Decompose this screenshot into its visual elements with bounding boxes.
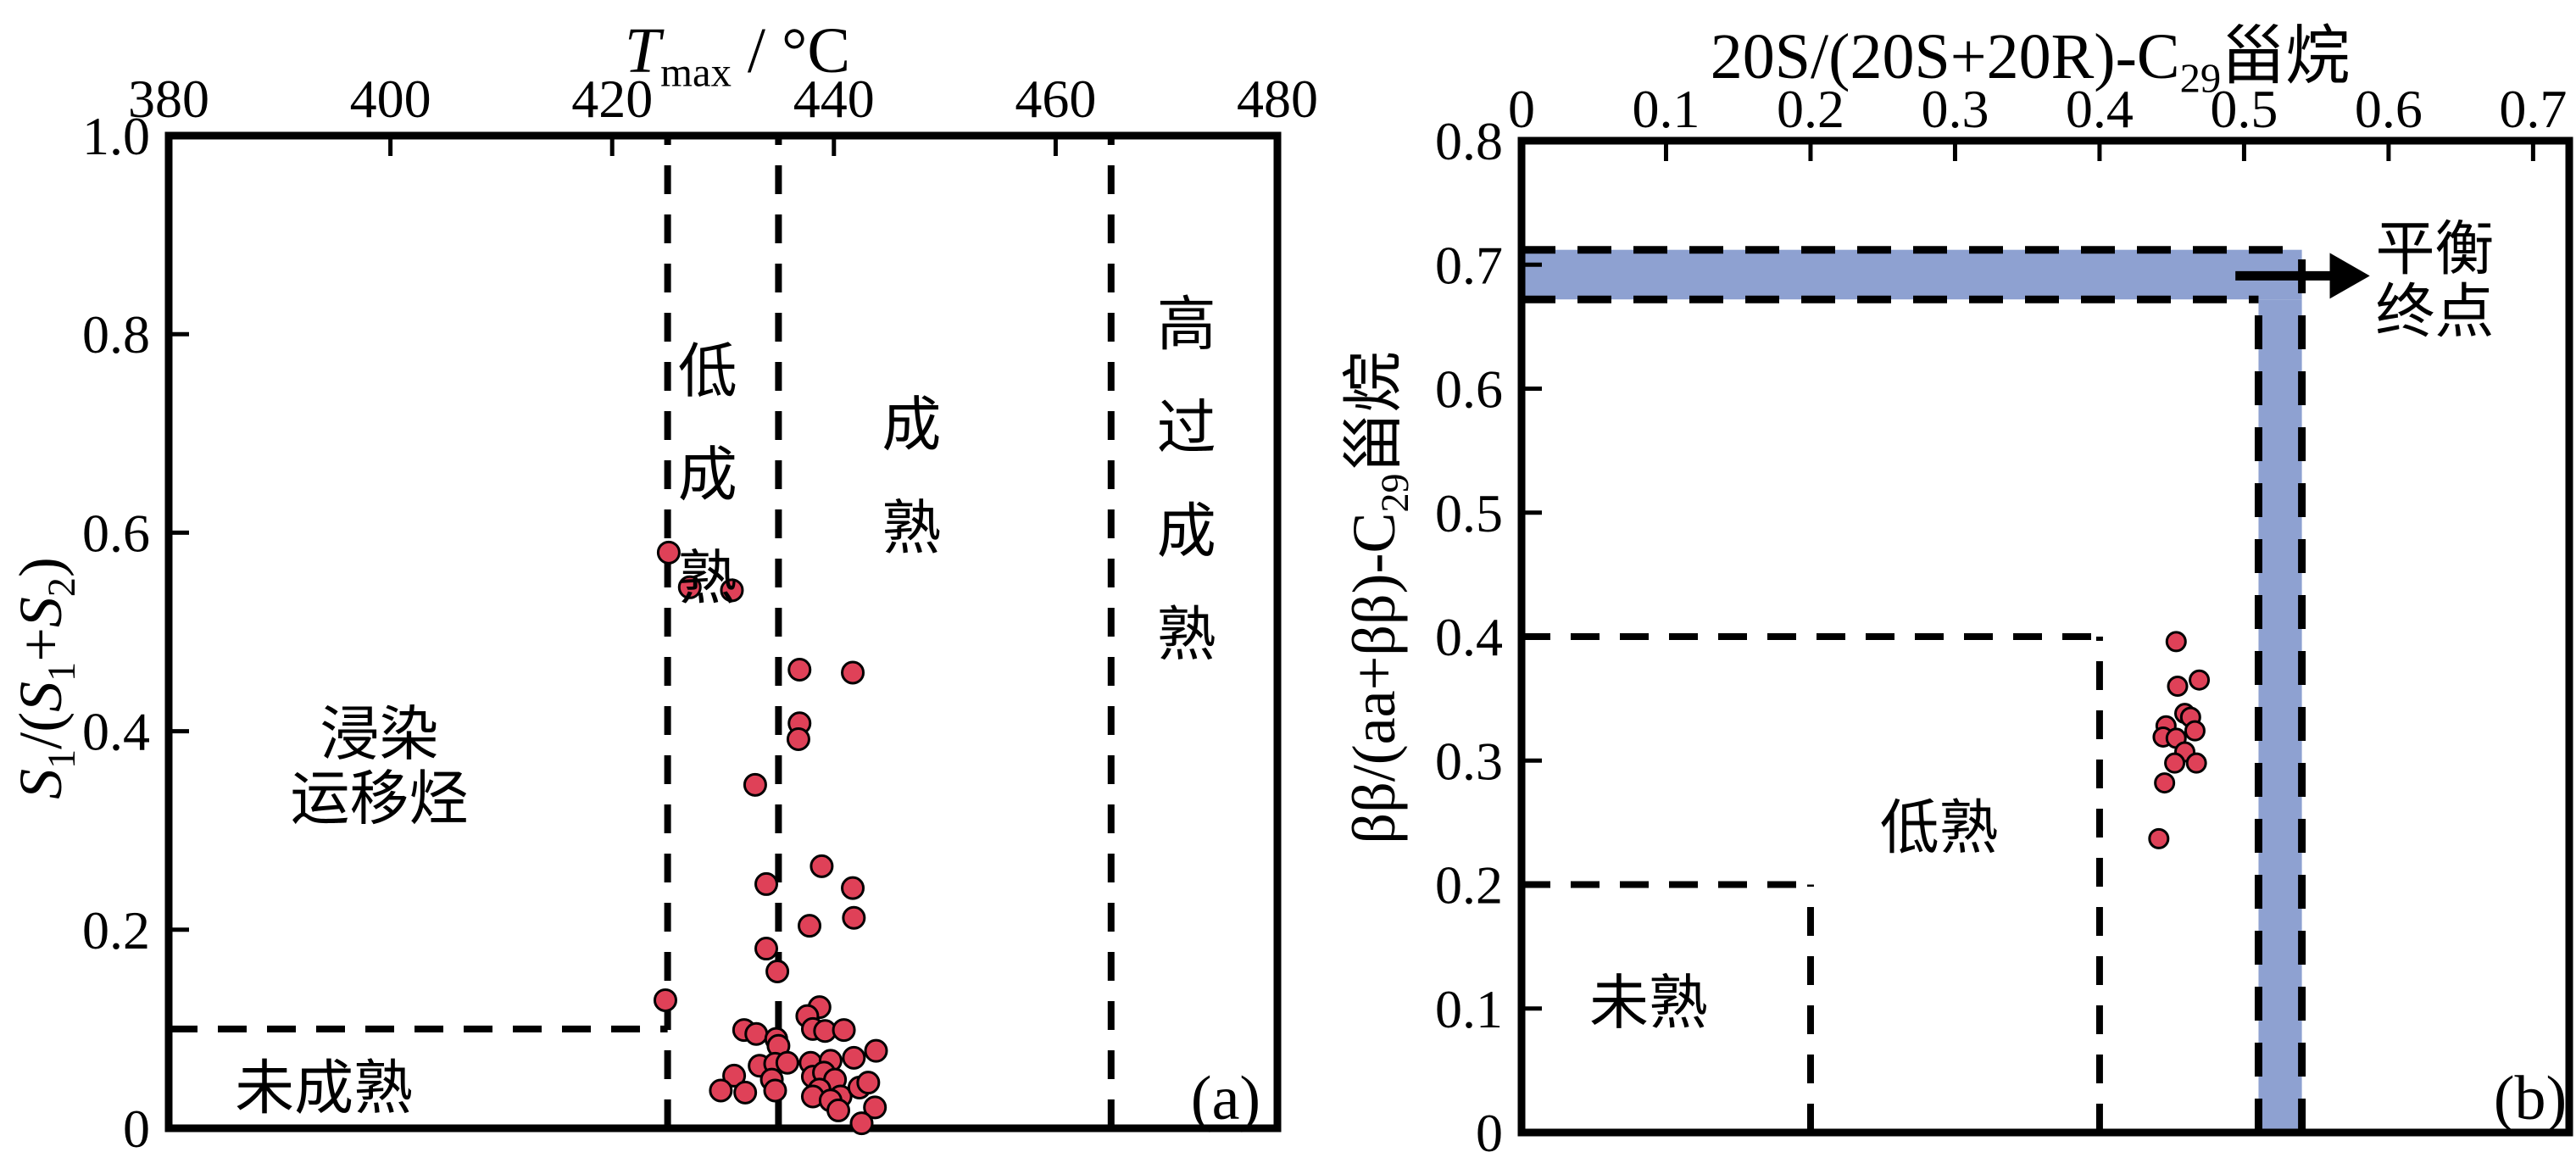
data-point bbox=[763, 1078, 787, 1103]
data-point bbox=[2184, 720, 2206, 742]
zone-label: 未成熟 bbox=[235, 1056, 413, 1121]
data-point bbox=[787, 657, 812, 682]
x-tick-label: 0.5 bbox=[2210, 79, 2278, 139]
data-point bbox=[849, 1111, 874, 1136]
y-tick-label: 0.4 bbox=[1435, 607, 1503, 667]
data-point bbox=[841, 660, 865, 685]
data-point bbox=[832, 1018, 856, 1043]
zone-label: 成 bbox=[678, 443, 737, 509]
x-tick-label: 480 bbox=[1237, 69, 1318, 129]
data-point bbox=[754, 871, 779, 896]
data-point bbox=[743, 772, 767, 797]
data-point bbox=[842, 1045, 866, 1070]
x-tick-label: 0.3 bbox=[1921, 79, 1989, 139]
zone-label: 平衡 bbox=[2375, 217, 2494, 282]
zone-label: 熟 bbox=[678, 547, 737, 612]
data-point bbox=[2148, 827, 2170, 849]
y-tick-label: 0.2 bbox=[82, 900, 150, 960]
panel-label: (a) bbox=[1191, 1064, 1260, 1133]
x-tick-label: 0.7 bbox=[2499, 79, 2567, 139]
x-tick-label: 380 bbox=[128, 69, 209, 129]
data-point bbox=[2164, 752, 2186, 774]
y-tick-label: 1.0 bbox=[82, 106, 150, 166]
data-point bbox=[786, 726, 810, 751]
equilibrium-arrow-head bbox=[2329, 253, 2370, 299]
x-tick-label: 460 bbox=[1015, 69, 1096, 129]
data-point bbox=[2165, 631, 2187, 653]
data-point bbox=[2185, 752, 2207, 774]
y-tick-label: 0.6 bbox=[1435, 359, 1503, 420]
equilibrium-band bbox=[1522, 249, 2302, 300]
data-point bbox=[841, 876, 865, 900]
equilibrium-band bbox=[2258, 299, 2302, 1133]
panel-label: (b) bbox=[2494, 1064, 2567, 1133]
zone-label: 终点 bbox=[2375, 280, 2494, 345]
x-tick-label: 0.4 bbox=[2066, 79, 2134, 139]
y-tick-label: 0.2 bbox=[1435, 855, 1503, 915]
y-axis-title: ββ/(aa+ββ)-C29甾烷 bbox=[1340, 351, 1416, 843]
plot-frame bbox=[164, 131, 1282, 1133]
data-point bbox=[677, 575, 702, 599]
zone-label: 低 bbox=[678, 340, 737, 405]
y-tick-label: 0.8 bbox=[1435, 111, 1503, 171]
data-point bbox=[653, 988, 677, 1012]
data-point bbox=[856, 1071, 881, 1095]
x-tick-label: 440 bbox=[793, 69, 875, 129]
y-tick-label: 0.6 bbox=[82, 503, 150, 563]
data-point bbox=[798, 914, 822, 938]
zone-label: 过 bbox=[1157, 397, 1216, 462]
zone-label: 熟 bbox=[1157, 604, 1216, 669]
y-tick-label: 0.5 bbox=[1435, 483, 1503, 543]
zone-label: 成 bbox=[1157, 500, 1216, 565]
data-point bbox=[2189, 669, 2211, 691]
y-tick-label: 0.1 bbox=[1435, 979, 1503, 1039]
data-point bbox=[2167, 676, 2189, 697]
data-point bbox=[733, 1080, 758, 1105]
zone-label: 浸染 bbox=[320, 703, 439, 768]
x-tick-label: 0.6 bbox=[2355, 79, 2423, 139]
data-point bbox=[864, 1038, 888, 1063]
y-tick-label: 0 bbox=[1476, 1103, 1503, 1152]
data-point bbox=[720, 578, 744, 603]
y-tick-label: 0.3 bbox=[1435, 731, 1503, 791]
zone-label: 运移烃 bbox=[291, 767, 469, 832]
data-point bbox=[744, 1021, 769, 1046]
data-point bbox=[863, 1095, 887, 1120]
zone-label: 成 bbox=[882, 393, 941, 459]
zone-label: 低熟 bbox=[1880, 797, 1999, 862]
zone-label: 高 bbox=[1157, 293, 1216, 359]
data-point bbox=[754, 937, 779, 961]
data-point bbox=[775, 1050, 799, 1075]
y-axis-title: S1/(S1+S2) bbox=[7, 557, 83, 799]
x-tick-label: 0 bbox=[1508, 79, 1535, 139]
data-point bbox=[826, 1098, 851, 1122]
x-axis-title: Tmax / °C bbox=[625, 15, 850, 96]
data-point bbox=[722, 1063, 747, 1088]
y-tick-label: 0.4 bbox=[82, 702, 150, 762]
data-point bbox=[709, 1078, 733, 1103]
data-point bbox=[810, 854, 834, 878]
x-tick-label: 400 bbox=[350, 69, 431, 129]
y-tick-label: 0.8 bbox=[82, 304, 150, 365]
data-point bbox=[765, 959, 790, 983]
y-tick-label: 0.7 bbox=[1435, 235, 1503, 295]
data-point bbox=[2154, 772, 2176, 794]
x-tick-label: 0.2 bbox=[1777, 79, 1844, 139]
data-point bbox=[842, 905, 866, 930]
data-point bbox=[656, 540, 681, 565]
x-tick-label: 0.1 bbox=[1632, 79, 1700, 139]
x-tick-label: 420 bbox=[571, 69, 653, 129]
zone-label: 熟 bbox=[882, 497, 941, 562]
y-tick-label: 0 bbox=[123, 1099, 150, 1152]
x-axis-title: 20S/(20S+20R)-C29甾烷 bbox=[1711, 21, 2350, 102]
zone-label: 未熟 bbox=[1589, 971, 1708, 1037]
